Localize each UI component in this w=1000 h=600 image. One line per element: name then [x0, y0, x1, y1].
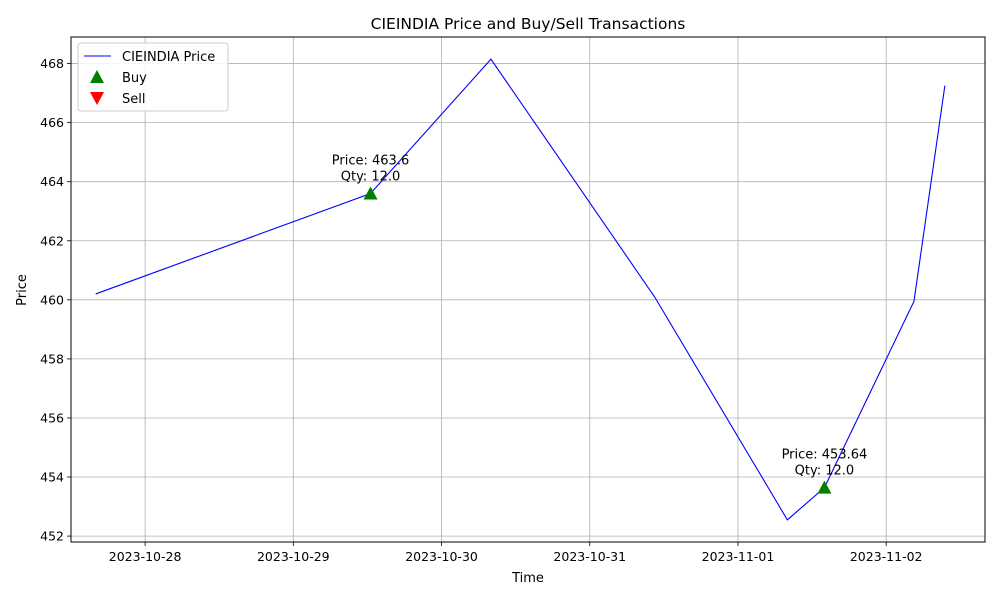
y-tick-label: 456 [40, 410, 64, 425]
legend: CIEINDIA Price Buy Sell [77, 42, 229, 112]
x-tick-label: 2023-11-02 [850, 549, 923, 564]
x-tick-label: 2023-10-30 [405, 549, 478, 564]
grid [71, 37, 985, 542]
y-tick-label: 458 [40, 351, 64, 366]
y-tick-label: 462 [40, 233, 64, 248]
transaction-label: Price: 453.64 [782, 448, 868, 463]
plot-frame [70, 36, 986, 543]
marker-layer [363, 186, 832, 494]
x-axis: 2023-10-28 2023-10-29 2023-10-30 2023-10-31… [109, 542, 923, 564]
legend-label: CIEINDIA Price [122, 50, 215, 65]
x-tick-label: 2023-10-28 [109, 549, 182, 564]
y-tick-label: 460 [40, 292, 64, 307]
y-axis-label: Price [15, 274, 30, 306]
legend-frame [77, 42, 229, 112]
price-point [944, 85, 946, 87]
price-point [786, 519, 788, 521]
y-tick-label: 464 [40, 174, 64, 189]
series-layer [95, 58, 946, 521]
price-line [95, 58, 946, 521]
y-tick-label: 452 [40, 529, 64, 544]
buy-marker [363, 186, 378, 200]
y-tick-label: 466 [40, 115, 64, 130]
price-point [653, 296, 655, 298]
x-tick-label: 2023-11-01 [702, 549, 775, 564]
price-point [913, 300, 915, 302]
x-axis-label: Time [511, 571, 544, 586]
y-tick-label: 454 [40, 470, 64, 485]
y-tick-label: 468 [40, 56, 64, 71]
price-point [95, 293, 97, 295]
x-tick-label: 2023-10-29 [257, 549, 330, 564]
legend-label: Buy [122, 71, 147, 86]
buy-marker [817, 480, 832, 494]
x-tick-label: 2023-10-31 [553, 549, 626, 564]
legend-buy-swatch [90, 70, 104, 83]
price-point [490, 58, 492, 60]
transaction-label: Qty: 12.0 [795, 464, 855, 479]
transaction-label: Qty: 12.0 [341, 170, 401, 185]
transaction-label: Price: 463.6 [332, 154, 409, 169]
y-axis: 452 454 456 458 460 462 464 466 468 [40, 56, 71, 544]
legend-label: Sell [122, 92, 145, 107]
legend-sell-swatch [90, 92, 104, 105]
chart-title: CIEINDIA Price and Buy/Sell Transactions [371, 15, 686, 33]
